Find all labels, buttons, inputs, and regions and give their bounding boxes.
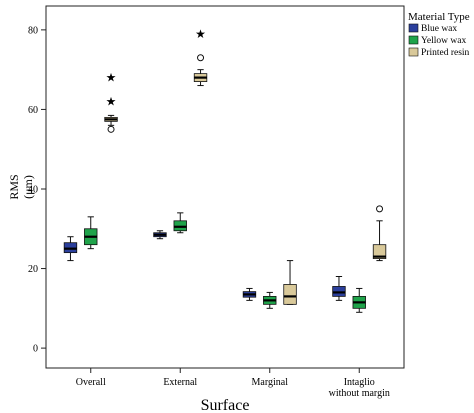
x-axis-title: Surface xyxy=(201,397,250,413)
y-tick-label: 80 xyxy=(28,25,38,36)
legend-label: Printed resin xyxy=(421,48,470,58)
box xyxy=(283,284,297,305)
box xyxy=(372,244,387,260)
series-yellow-wax xyxy=(84,212,366,313)
y-tick-label: 0 xyxy=(33,344,38,355)
x-tick-label: Overall xyxy=(76,377,106,388)
box-series-group: ★ ★ ★ xyxy=(63,27,387,313)
y-axis-title: RMS (μm) xyxy=(7,174,35,199)
y-axis-title-line-1: RMS xyxy=(7,174,21,199)
legend-swatch xyxy=(408,23,419,33)
x-tick-label: without margin xyxy=(329,388,390,399)
x-tick-label: Intaglio xyxy=(344,377,375,388)
y-axis-title-line-2: (μm) xyxy=(21,175,35,199)
y-tick-label: 20 xyxy=(28,264,38,275)
x-tick-label: Marginal xyxy=(252,377,289,388)
extreme-outlier-star: ★ xyxy=(195,27,206,41)
extreme-outlier-star: ★ xyxy=(106,94,117,108)
legend-label: Blue wax xyxy=(421,24,457,34)
y-tick-label: 60 xyxy=(28,105,38,116)
outlier-circle xyxy=(376,205,384,213)
y-axis-ticks: 0 20 40 60 80 xyxy=(28,25,46,355)
outlier-circle xyxy=(197,54,205,62)
series-blue-wax xyxy=(63,230,346,301)
legend-swatch xyxy=(408,35,419,45)
extreme-outlier-star: ★ xyxy=(106,71,117,85)
legend-label: Yellow wax xyxy=(421,36,466,46)
y-tick-label: 40 xyxy=(28,184,38,195)
x-tick-label: External xyxy=(163,377,197,388)
series-printed-resin: ★ ★ ★ xyxy=(104,27,387,305)
legend-swatch xyxy=(408,47,419,57)
outlier-circle xyxy=(107,125,115,133)
plot-frame xyxy=(45,5,405,369)
legend-title: Material Type xyxy=(408,11,470,23)
